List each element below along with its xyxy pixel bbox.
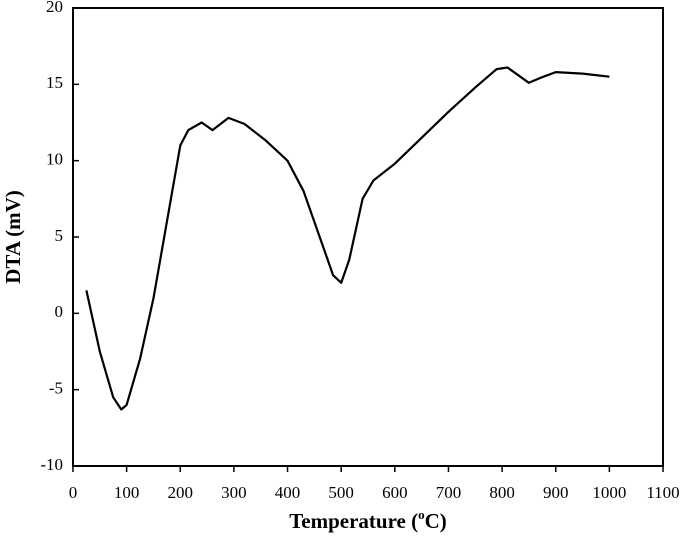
y-tick-label: -10 [40, 455, 63, 474]
x-tick-label: 700 [436, 483, 462, 502]
x-label-part: C) [425, 509, 447, 533]
y-axis-label: DTA (mV) [1, 190, 25, 284]
plot-frame [72, 7, 664, 467]
x-label-sup: o [418, 507, 425, 522]
x-tick-label: 900 [543, 483, 569, 502]
data-line [85, 66, 610, 411]
x-tick-label: 100 [114, 483, 140, 502]
x-label-part: Temperature ( [289, 509, 418, 533]
y-tick-label: 15 [46, 73, 63, 92]
x-tick-label: 400 [275, 483, 301, 502]
x-tick-label: 0 [69, 483, 78, 502]
x-tick-label: 800 [489, 483, 515, 502]
x-tick-label: 300 [221, 483, 247, 502]
x-tick-label: 200 [168, 483, 194, 502]
x-axis-label: Temperature (oC) [289, 507, 447, 533]
x-tick-label: 1100 [646, 483, 679, 502]
x-tick-label: 1000 [592, 483, 626, 502]
x-tick-label: 600 [382, 483, 408, 502]
y-tick-label: -5 [49, 379, 63, 398]
y-tick-label: 5 [55, 226, 64, 245]
y-tick-label: 0 [55, 302, 64, 321]
y-tick-label: 20 [46, 0, 63, 16]
x-tick-label: 500 [328, 483, 354, 502]
y-tick-label: 10 [46, 150, 63, 169]
